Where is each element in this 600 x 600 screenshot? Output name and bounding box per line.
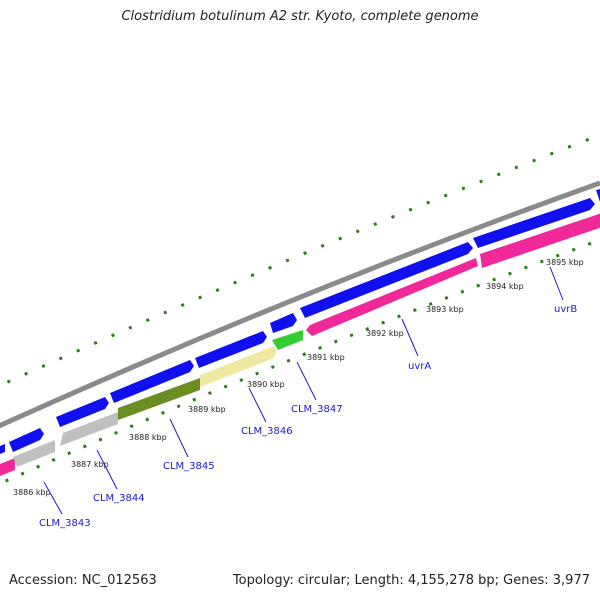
- label-leaders: [43, 266, 564, 515]
- leader-uvrB: [549, 266, 564, 301]
- forward-cds-9[interactable]: [596, 188, 600, 202]
- forward-cds-1[interactable]: [0, 444, 5, 456]
- forward-cds-2[interactable]: [9, 428, 44, 452]
- gene-clm3844[interactable]: [60, 412, 118, 446]
- forward-cds-track: [0, 188, 600, 456]
- leader-clm3845: [169, 418, 189, 458]
- leader-clm3847: [296, 361, 317, 401]
- leader-clm3846: [248, 387, 267, 423]
- genome-title: Clostridium botulinum A2 str. Kyoto, com…: [121, 9, 479, 24]
- label-uvrA[interactable]: uvrA: [408, 361, 431, 372]
- tick-3893: 3893 kbp: [426, 305, 464, 314]
- accession-text: Accession: NC_012563: [9, 573, 157, 588]
- forward-cds-6[interactable]: [270, 313, 297, 333]
- tick-3887: 3887 kbp: [71, 460, 109, 469]
- label-uvrB[interactable]: uvrB: [554, 304, 577, 315]
- tick-3890: 3890 kbp: [247, 380, 285, 389]
- tick-3894: 3894 kbp: [486, 282, 524, 291]
- scale-ticks: 3886 kbp 3887 kbp 3888 kbp 3889 kbp 3890…: [13, 258, 584, 497]
- leader-clm3843: [43, 481, 63, 515]
- gene-clm3843[interactable]: [13, 440, 55, 467]
- forward-cds-3[interactable]: [56, 397, 109, 427]
- gene-uvrA[interactable]: [306, 258, 478, 336]
- tick-3886: 3886 kbp: [13, 488, 51, 497]
- gene-clm3847[interactable]: [272, 330, 303, 350]
- gene-clm3845[interactable]: [118, 378, 200, 420]
- label-clm3846[interactable]: CLM_3846: [241, 426, 293, 437]
- tick-3888: 3888 kbp: [129, 433, 167, 442]
- leader-uvrA: [401, 318, 419, 357]
- inner-dotted-ring: [0, 238, 600, 486]
- label-clm3843[interactable]: CLM_3843: [39, 518, 91, 529]
- tick-3889: 3889 kbp: [188, 405, 226, 414]
- leader-clm3844: [96, 449, 118, 490]
- forward-cds-5[interactable]: [195, 331, 267, 368]
- forward-cds-8[interactable]: [473, 198, 595, 248]
- outer-dotted-ring: [0, 133, 600, 388]
- tick-3891: 3891 kbp: [307, 353, 345, 362]
- gene-track: [0, 212, 600, 478]
- label-clm3847[interactable]: CLM_3847: [291, 404, 343, 415]
- forward-cds-4[interactable]: [110, 360, 194, 403]
- gene-pink-left[interactable]: [0, 458, 15, 478]
- genome-summary-text: Topology: circular; Length: 4,155,278 bp…: [232, 573, 590, 588]
- tick-3895: 3895 kbp: [546, 258, 584, 267]
- gene-uvrB[interactable]: [480, 212, 600, 268]
- forward-cds-7[interactable]: [300, 242, 473, 318]
- tick-3892: 3892 kbp: [366, 329, 404, 338]
- label-clm3845[interactable]: CLM_3845: [163, 461, 215, 472]
- backbone-ring: [0, 180, 600, 429]
- gene-clm3846[interactable]: [200, 346, 276, 387]
- gene-labels: CLM_3843 CLM_3844 CLM_3845 CLM_3846 CLM_…: [39, 304, 577, 529]
- label-clm3844[interactable]: CLM_3844: [93, 493, 145, 504]
